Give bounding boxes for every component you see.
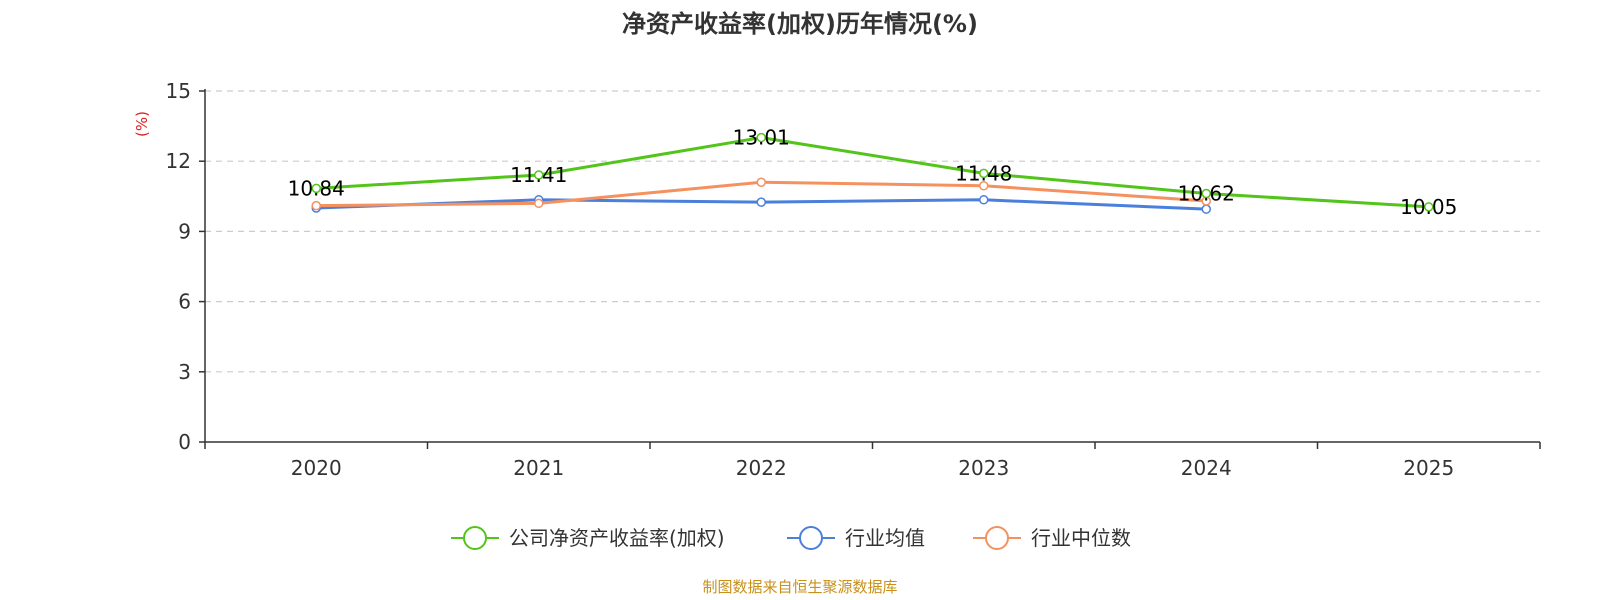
data-label: 11.48 xyxy=(955,161,1012,185)
data-point[interactable] xyxy=(979,168,989,179)
legend-item-2[interactable]: 行业中位数 xyxy=(973,526,1131,550)
legend-item-0[interactable]: 公司净资产收益率(加权) xyxy=(451,526,725,550)
data-point[interactable] xyxy=(756,132,766,143)
data-point[interactable] xyxy=(311,200,321,211)
y-tick-label: 0 xyxy=(178,430,191,454)
x-tick-label: 2025 xyxy=(1403,456,1454,480)
legend-label: 行业中位数 xyxy=(1031,526,1131,550)
data-point[interactable] xyxy=(756,197,766,207)
series-lines xyxy=(311,132,1434,214)
data-label: 10.62 xyxy=(1178,181,1235,205)
data-point[interactable] xyxy=(1424,202,1434,212)
series-0 xyxy=(311,132,1434,212)
y-tick-label: 9 xyxy=(178,219,191,243)
data-point[interactable] xyxy=(534,170,544,180)
legend-label: 行业均值 xyxy=(845,526,925,550)
grid-lines xyxy=(205,90,1540,373)
axes: 0 3 6 9 12 15 2020 2021 2022 2023 2024 2025 xyxy=(166,79,1541,480)
data-point[interactable] xyxy=(979,195,989,205)
data-label: 10.84 xyxy=(288,176,345,200)
x-tick-label: 2021 xyxy=(513,456,564,480)
legend-item-1[interactable]: 行业均值 xyxy=(787,526,925,550)
x-tick-label: 2020 xyxy=(291,456,342,480)
legend-marker xyxy=(463,526,487,550)
y-tick-label: 6 xyxy=(178,290,191,314)
data-label: 11.41 xyxy=(510,163,567,187)
data-point[interactable] xyxy=(979,181,989,191)
y-tick-label: 12 xyxy=(166,149,191,173)
chart-title: 净资产收益率(加权)历年情况(%) xyxy=(622,10,978,38)
data-point[interactable] xyxy=(534,198,544,209)
y-axis-unit-label: (%) xyxy=(133,111,151,137)
data-point[interactable] xyxy=(311,183,321,194)
legend-marker xyxy=(985,526,1009,550)
data-point[interactable] xyxy=(1201,204,1211,214)
y-tick-label: 3 xyxy=(178,360,191,384)
data-label: 13.01 xyxy=(733,126,790,150)
data-point[interactable] xyxy=(756,177,766,188)
series-2 xyxy=(311,177,1211,211)
data-labels: 10.84 11.41 13.01 11.48 10.62 10.05 xyxy=(288,126,1458,219)
legend[interactable]: 公司净资产收益率(加权) 行业均值 行业中位数 xyxy=(451,526,1131,550)
series-line xyxy=(316,136,1429,209)
data-point[interactable] xyxy=(1201,188,1211,199)
x-tick-label: 2024 xyxy=(1181,456,1232,480)
data-label: 10.05 xyxy=(1400,195,1457,219)
y-tick-label: 15 xyxy=(166,79,191,103)
x-tick-label: 2022 xyxy=(736,456,787,480)
legend-marker xyxy=(799,526,823,550)
legend-label: 公司净资产收益率(加权) xyxy=(509,526,725,550)
source-note: 制图数据来自恒生聚源数据库 xyxy=(702,578,897,596)
x-tick-label: 2023 xyxy=(958,456,1009,480)
